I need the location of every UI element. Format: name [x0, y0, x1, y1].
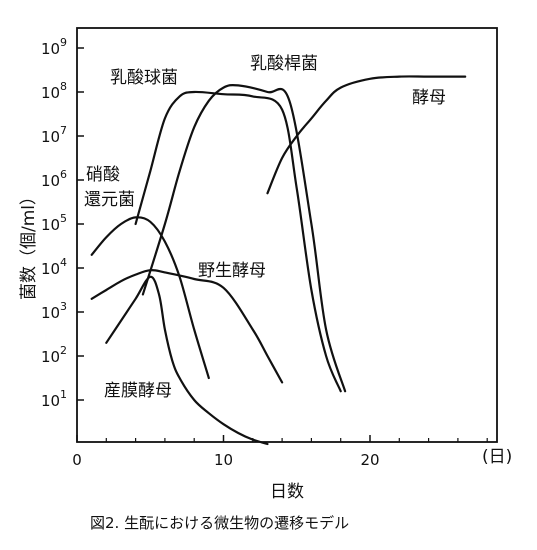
figure-caption: 図2. 生酛における微生物の遷移モデル: [90, 514, 349, 532]
label-yeast: 酵母: [412, 88, 446, 108]
y-tick-label: 108: [41, 80, 67, 102]
y-tick-label: 105: [41, 212, 67, 234]
label-lactic-cocci: 乳酸球菌: [110, 68, 178, 88]
y-tick-label: 102: [41, 344, 67, 366]
y-tick-label: 103: [41, 300, 67, 322]
label-film-yeast: 産膜酵母: [104, 381, 172, 401]
y-tick-label: 107: [41, 124, 67, 146]
label-nitrate-reducer-line1: 硝酸: [86, 165, 120, 185]
series-curve-5: [90, 269, 284, 384]
x-axis-unit: (日): [482, 447, 512, 467]
y-tick-label: 109: [41, 36, 67, 58]
series-curve-4: [266, 75, 467, 195]
curve-group: [90, 75, 467, 446]
x-tick-label: 20: [360, 451, 379, 469]
plot-frame: [76, 27, 498, 443]
series-curve-1: [90, 216, 210, 380]
x-tick-label: 0: [72, 451, 82, 469]
y-tick-label: 104: [41, 256, 67, 278]
x-tick-label: 10: [214, 451, 233, 469]
tick-group: 0 10 20 101 102 103 104 105 106 107 108 109: [41, 36, 488, 469]
y-axis-title: 菌数（個/ml）: [19, 188, 39, 300]
y-tick-label: 101: [41, 388, 67, 410]
label-nitrate-reducer-line2: 還元菌: [84, 190, 135, 210]
x-axis-title: 日数: [270, 482, 304, 502]
label-wild-yeast: 野生酵母: [198, 261, 266, 281]
series-curve-3: [141, 83, 347, 393]
y-tick-label: 106: [41, 168, 67, 190]
series-curve-2: [134, 90, 342, 393]
series-curve-6: [105, 275, 269, 446]
label-lactic-bacilli: 乳酸桿菌: [250, 54, 318, 74]
